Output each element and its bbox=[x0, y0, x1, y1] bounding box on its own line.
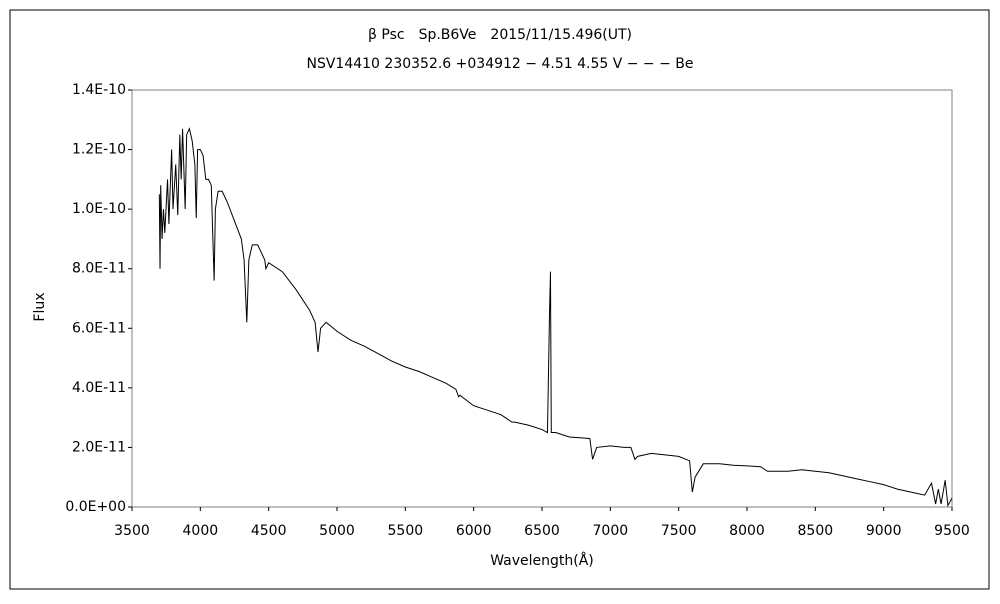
x-tick-label: 5000 bbox=[319, 523, 355, 539]
x-tick-label: 3500 bbox=[114, 523, 150, 539]
x-tick-label: 8000 bbox=[729, 523, 765, 539]
y-tick-label: 8.0E-11 bbox=[72, 261, 126, 277]
chart-border bbox=[9, 9, 990, 590]
y-tick-label: 6.0E-11 bbox=[72, 320, 126, 336]
x-tick-label: 7000 bbox=[593, 523, 629, 539]
y-tick-label: 0.0E+00 bbox=[65, 499, 126, 515]
y-tick-label: 1.0E-10 bbox=[72, 201, 126, 217]
x-tick-label: 6000 bbox=[456, 523, 492, 539]
spectrum-line bbox=[158, 127, 953, 508]
x-tick-label: 8500 bbox=[798, 523, 834, 539]
x-tick-label: 7500 bbox=[661, 523, 697, 539]
y-axis-label: Flux bbox=[32, 292, 48, 321]
x-tick-label: 9500 bbox=[934, 523, 970, 539]
y-tick-label: 1.4E-10 bbox=[72, 82, 126, 98]
x-axis-label: Wavelength(Å) bbox=[490, 552, 594, 569]
x-tick-label: 9000 bbox=[866, 523, 902, 539]
x-tick-label: 6500 bbox=[524, 523, 560, 539]
x-tick-label: 4500 bbox=[251, 523, 287, 539]
x-tick-label: 4000 bbox=[183, 523, 219, 539]
x-tick-label: 5500 bbox=[388, 523, 424, 539]
y-tick-label: 4.0E-11 bbox=[72, 380, 126, 396]
y-tick-label: 1.2E-10 bbox=[72, 142, 126, 158]
chart-subtitle: NSV14410 230352.6 +034912 − 4.51 4.55 V … bbox=[306, 56, 693, 72]
chart-title: β Psc Sp.B6Ve 2015/11/15.496(UT) bbox=[368, 27, 632, 43]
y-tick-label: 2.0E-11 bbox=[72, 439, 126, 455]
